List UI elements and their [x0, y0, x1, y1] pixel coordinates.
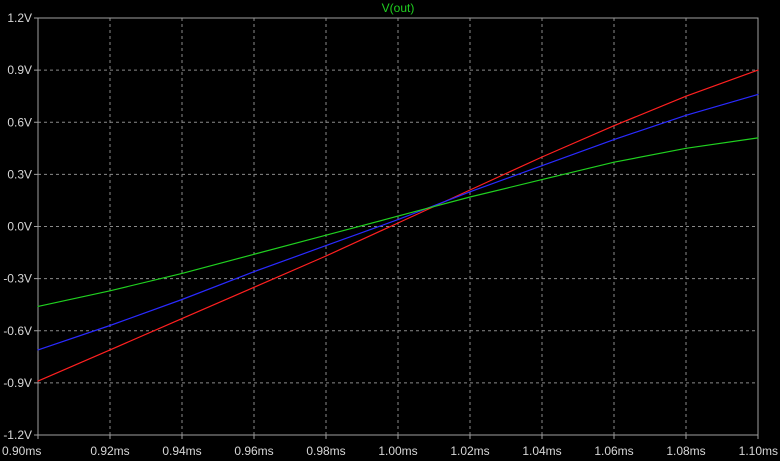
x-tick-label: 0.92ms [90, 444, 129, 458]
data-point [541, 165, 543, 167]
data-point [37, 305, 39, 307]
data-point [325, 255, 327, 257]
x-tick-label: 0.96ms [234, 444, 273, 458]
data-point [541, 156, 543, 158]
data-point [469, 191, 471, 193]
data-point [469, 189, 471, 191]
x-tick-label: 0.90ms [2, 444, 41, 458]
x-tick-label: 1.08ms [666, 444, 705, 458]
x-tick-label: 1.06ms [594, 444, 633, 458]
data-point [253, 286, 255, 288]
data-point [181, 272, 183, 274]
data-point [181, 318, 183, 320]
data-point [109, 349, 111, 351]
y-tick-label: 0.3V [7, 167, 32, 181]
y-tick-label: 0.9V [7, 63, 32, 77]
data-point [397, 219, 399, 221]
data-point [757, 93, 759, 95]
data-point [253, 253, 255, 255]
data-point [613, 125, 615, 127]
data-point [685, 95, 687, 97]
data-point [37, 380, 39, 382]
data-point [541, 179, 543, 181]
data-point [325, 234, 327, 236]
y-tick-label: 0.6V [7, 115, 32, 129]
x-tick-label: 0.98ms [306, 444, 345, 458]
data-point [109, 324, 111, 327]
y-tick-label: 1.2V [7, 11, 32, 25]
series-1[interactable] [37, 69, 759, 382]
x-tick-label: 1.00ms [378, 444, 417, 458]
data-point [109, 290, 111, 292]
y-tick-label: -1.2V [3, 428, 32, 442]
series-2[interactable] [37, 93, 759, 351]
data-point [181, 298, 183, 301]
data-point [397, 222, 399, 224]
data-point [685, 147, 687, 149]
y-tick-label: -0.9V [3, 376, 32, 390]
y-tick-label: 0.0V [7, 220, 32, 234]
axis-ticks: 0.90ms 0.92ms 0.94ms 0.96ms 0.98ms 1.00ms 1.02… [2, 11, 778, 458]
x-tick-label: 0.94ms [162, 444, 201, 458]
x-tick-label: 1.04ms [522, 444, 561, 458]
series-3[interactable] [37, 137, 759, 307]
data-point [37, 349, 39, 351]
y-tick-label: -0.3V [3, 272, 32, 286]
series-traces[interactable] [37, 69, 759, 382]
data-point [397, 215, 399, 217]
x-tick-label: 1.10ms [739, 444, 778, 458]
data-point [757, 69, 759, 71]
data-point [685, 114, 687, 116]
data-point [613, 161, 615, 163]
data-point [253, 271, 255, 273]
y-tick-label: -0.6V [3, 324, 32, 338]
data-point [757, 137, 759, 139]
data-point [613, 139, 615, 141]
data-point [469, 196, 471, 198]
chart-title[interactable]: V(out) [382, 1, 415, 15]
data-point [325, 245, 327, 247]
x-tick-label: 1.02ms [450, 444, 489, 458]
